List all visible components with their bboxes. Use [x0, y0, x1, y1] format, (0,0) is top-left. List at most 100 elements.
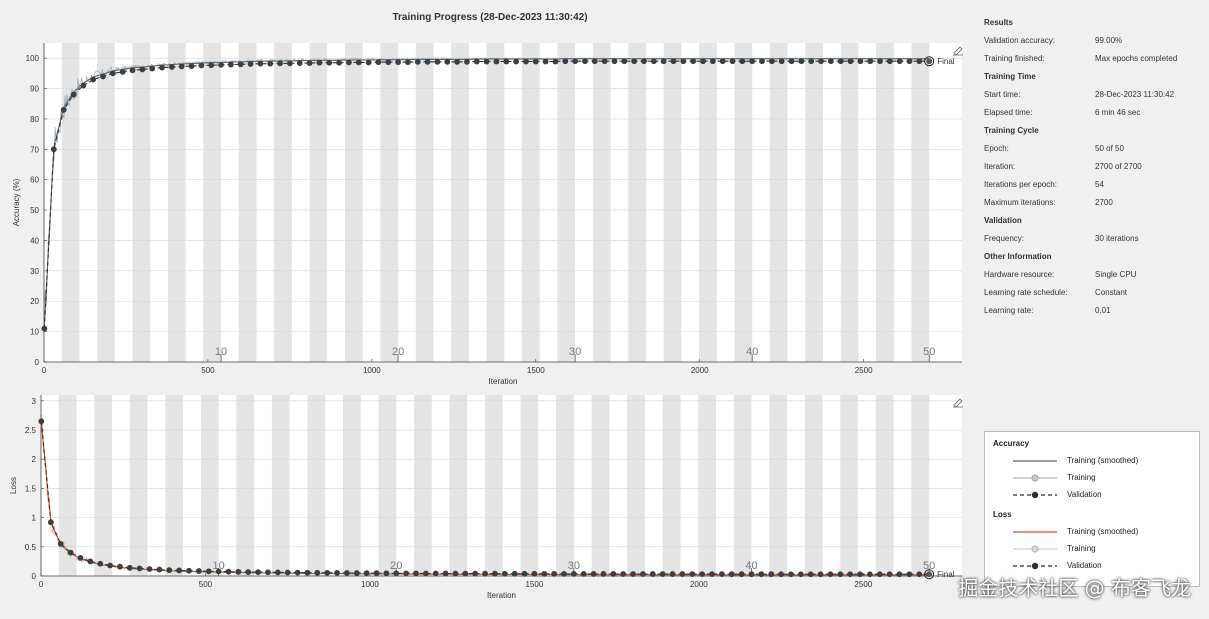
epoch-band	[61, 43, 80, 362]
validation-point	[353, 570, 360, 576]
info-value: 30 iterations	[1095, 234, 1139, 243]
validation-point	[649, 571, 656, 577]
validation-point	[916, 571, 923, 578]
epoch-band	[875, 395, 894, 576]
validation-point	[482, 570, 488, 577]
validation-point	[225, 568, 232, 575]
validation-point	[798, 58, 805, 65]
epoch-band	[236, 395, 255, 576]
validation-point	[60, 106, 67, 113]
validation-point	[284, 569, 291, 576]
validation-point	[70, 91, 77, 98]
epoch-band	[274, 43, 292, 362]
y-tick-label: 50	[30, 206, 39, 215]
validation-point	[334, 570, 340, 576]
legend-line-icon	[1013, 530, 1057, 533]
validation-point	[906, 58, 913, 65]
validation-point	[689, 571, 696, 578]
axes-toolbar-icon[interactable]	[953, 398, 963, 408]
epoch-band	[663, 43, 682, 362]
validation-point	[729, 58, 736, 65]
watermark: 掘金技术社区 @ 布客飞龙	[958, 576, 1191, 600]
final-label: Final	[937, 570, 955, 579]
legend-label: Training (smoothed)	[1067, 456, 1139, 465]
validation-point	[454, 58, 460, 65]
epoch-label: 40	[745, 560, 757, 572]
validation-point	[590, 571, 597, 577]
validation-point	[631, 58, 638, 65]
y-axis-label: Loss	[9, 477, 18, 494]
x-tick-label: 500	[201, 366, 215, 375]
info-value: 2700	[1095, 198, 1113, 207]
validation-point	[896, 571, 903, 578]
validation-point	[375, 59, 382, 66]
epoch-band	[58, 395, 77, 576]
epoch-label: 30	[568, 560, 580, 572]
info-key: Maximum iterations:	[984, 198, 1056, 207]
validation-point	[877, 58, 883, 65]
validation-point	[582, 58, 588, 65]
info-key: Hardware resource:	[984, 270, 1055, 279]
y-tick-label: 2	[32, 455, 37, 464]
info-value: 6 min 46 sec	[1095, 108, 1141, 117]
epoch-band	[238, 43, 257, 362]
validation-point	[552, 58, 559, 65]
validation-point	[208, 62, 215, 69]
validation-point	[464, 58, 470, 65]
validation-point	[67, 549, 74, 556]
legend-acc-validation: Validation	[985, 486, 1199, 503]
info-row: Validation accuracy: 99.00%	[984, 32, 1199, 50]
validation-point	[561, 570, 567, 577]
legend-line-icon	[1013, 459, 1057, 462]
validation-point	[611, 58, 618, 65]
validation-point	[129, 67, 136, 74]
axes-toolbar-icon[interactable]	[953, 46, 963, 56]
info-section-heading: Training Cycle	[984, 126, 1039, 135]
validation-point	[621, 58, 628, 65]
validation-point	[847, 571, 854, 578]
validation-point	[699, 571, 706, 578]
epoch-band	[344, 43, 363, 362]
epoch-band	[769, 43, 788, 362]
epoch-band	[451, 43, 469, 362]
epoch-band	[840, 395, 859, 576]
validation-point	[156, 566, 163, 573]
epoch-band	[592, 43, 611, 362]
validation-point	[126, 564, 133, 571]
validation-point	[572, 58, 579, 65]
chart-title: Training Progress (28-Dec-2023 11:30:42)	[392, 12, 588, 23]
validation-point	[778, 571, 784, 578]
validation-point	[630, 571, 636, 577]
validation-point	[669, 571, 676, 577]
validation-point	[473, 58, 480, 65]
epoch-band	[129, 395, 148, 576]
validation-point	[748, 571, 755, 578]
validation-point	[109, 70, 116, 77]
epoch-band	[132, 43, 151, 362]
validation-point	[403, 570, 410, 577]
epoch-band	[911, 395, 930, 576]
legend-label: Training (smoothed)	[1067, 527, 1139, 536]
validation-point	[680, 58, 687, 65]
info-value: Max epochs completed	[1095, 54, 1178, 63]
x-tick-label: 2000	[690, 580, 708, 589]
epoch-band	[698, 395, 716, 576]
validation-point	[424, 58, 431, 65]
info-key: Frequency:	[984, 234, 1025, 243]
validation-point	[385, 59, 392, 66]
validation-point	[444, 58, 451, 65]
info-value: 2700 of 2700	[1095, 162, 1142, 171]
epoch-band	[699, 43, 717, 362]
validation-point	[186, 567, 192, 574]
validation-point	[739, 58, 746, 65]
epoch-band	[486, 43, 505, 362]
validation-point	[738, 571, 745, 578]
info-section-heading: Results	[984, 18, 1013, 27]
validation-point	[188, 63, 195, 69]
info-value: 0.01	[1095, 306, 1111, 315]
y-tick-label: 70	[30, 145, 39, 154]
y-tick-label: 0	[35, 358, 40, 367]
validation-point	[80, 82, 87, 89]
